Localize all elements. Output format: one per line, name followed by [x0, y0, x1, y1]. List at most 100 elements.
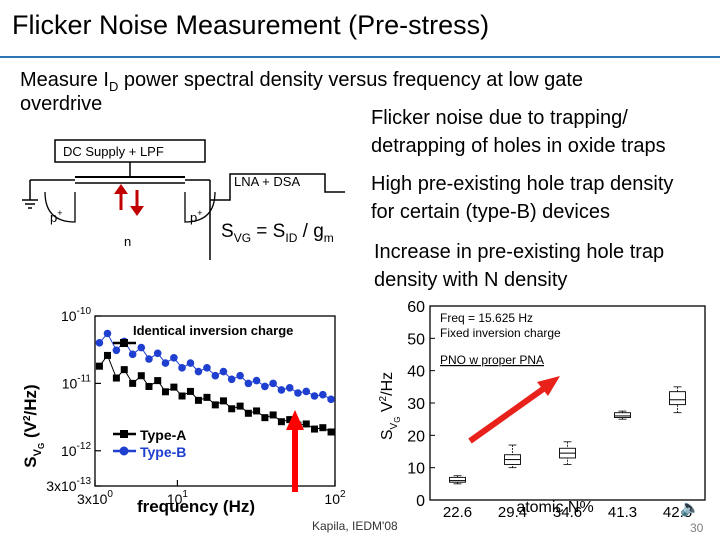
point-type-b [145, 355, 153, 363]
point-type-b [319, 390, 327, 399]
point-type-a [203, 393, 211, 401]
point-type-a [236, 402, 244, 410]
dc-supply-label: DC Supply + LPF [63, 144, 164, 159]
n-density-boxplot: 0 10 20 30 40 50 60 22.6 29.4 34.6 41.3 42.5 Freq =… [378, 299, 706, 521]
x-tick-label-1: 101 [167, 489, 189, 507]
text-hightrap-2: for certain (type-B) devices [371, 201, 610, 223]
chart-b-xlabel: atomic N% [516, 499, 593, 516]
point-type-a [95, 362, 103, 370]
point-type-b [153, 349, 162, 358]
chart-b-ylabel: SVG V2/Hz [378, 372, 402, 440]
legend-type-a-marker [120, 339, 128, 347]
y-tick-label-0: 10-10 [61, 306, 91, 324]
point-type-a [145, 382, 153, 390]
point-type-b [244, 379, 253, 388]
point-type-a [186, 387, 194, 395]
point-type-a [137, 372, 145, 380]
point-type-b [294, 389, 302, 397]
point-type-a [269, 411, 277, 419]
point-type-b [161, 359, 170, 367]
y-tick-label-2: 10-12 [61, 441, 91, 459]
point-type-a [103, 351, 111, 359]
text-increase-2: density with N density [374, 269, 568, 291]
point-type-b [285, 383, 294, 392]
point-type-a [253, 407, 261, 415]
point-type-b [277, 386, 286, 394]
point-type-a [286, 416, 294, 424]
citation: Kapila, IEDM'08 [312, 519, 398, 533]
point-type-b [310, 392, 319, 400]
chart-a-annotation: Identical inversion charge [133, 323, 293, 338]
trend-arrow-head [537, 376, 560, 396]
legend-type-a-marker-2 [120, 430, 128, 438]
p-left-well [44, 191, 76, 223]
point-type-b [128, 350, 137, 359]
point-type-a [211, 401, 219, 409]
point-type-a [261, 414, 269, 422]
chart-a-frame [94, 315, 336, 487]
point-type-b [269, 379, 277, 388]
point-type-b [178, 364, 186, 372]
box-body [669, 391, 686, 406]
bullet-measure-cont: overdrive [20, 93, 103, 115]
point-type-a [112, 374, 120, 382]
text-flicker-2: detrapping of holes in oxide traps [371, 135, 666, 157]
title-divider [0, 56, 720, 58]
point-type-a [154, 377, 162, 385]
point-type-b [203, 364, 211, 372]
legend-type-b-marker [119, 446, 129, 456]
point-type-b [211, 371, 220, 380]
b-y-tick-label-6: 60 [407, 299, 425, 316]
arrow-down-head [130, 206, 144, 216]
point-type-a [228, 405, 236, 413]
b-y-tick-label-1: 10 [407, 461, 425, 478]
b-x-tick-label-0: 22.6 [443, 504, 472, 521]
p-right-well [184, 191, 216, 223]
text-flicker-1: Flicker noise due to trapping/ [371, 107, 628, 129]
text-increase-1: Increase in pre-existing hole trap [374, 241, 665, 263]
chart-a-ylabel: SVG (V2/Hz) [21, 384, 46, 467]
point-type-b [219, 367, 228, 376]
chart-b-annotation-freq: Freq = 15.625 Hz [440, 311, 533, 325]
noise-spectrum-chart: 3x100 101 102 10-10 10-11 10-12 3x10-13 Identi… [21, 306, 346, 516]
point-type-b [137, 343, 146, 352]
b-x-tick-label-3: 41.3 [608, 504, 637, 521]
point-type-b [186, 359, 195, 367]
chart-b-annotation-charge: Fixed inversion charge [440, 326, 561, 340]
measurement-schematic: DC Supply + LPF LNA + DSA p+ p+ n SVG = … [22, 139, 345, 260]
speaker-icon[interactable]: 🔈 [680, 500, 700, 517]
chart-a-xlabel: frequency (Hz) [137, 497, 255, 516]
increase-arrow-head [286, 410, 304, 430]
b-x-tick-label-1: 29.4 [498, 504, 527, 521]
point-type-a [277, 418, 285, 426]
point-type-b [302, 387, 311, 396]
legend-type-b-label: Type-B [140, 444, 186, 460]
b-y-tick-label-2: 20 [407, 428, 425, 445]
b-x-tick-label-4: 42.5 [663, 504, 692, 521]
point-type-b [112, 346, 121, 355]
point-type-a [327, 428, 335, 436]
legend-type-a-label: Type-A [140, 427, 186, 443]
b-y-tick-label-0: 0 [416, 493, 425, 510]
point-type-a [310, 425, 318, 433]
slide-title: Flicker Noise Measurement (Pre-stress) [12, 10, 490, 40]
point-type-a [161, 388, 169, 396]
point-type-a [120, 366, 128, 374]
p-left-label: p+ [50, 208, 63, 225]
lna-label: LNA + DSA [234, 174, 300, 189]
point-type-b [103, 329, 112, 338]
point-type-b [236, 371, 244, 380]
x-tick-label-2: 102 [324, 489, 346, 507]
point-type-b [95, 339, 104, 347]
lna-wire [210, 173, 345, 201]
arrow-up-head [114, 184, 128, 194]
b-y-tick-label-3: 30 [407, 396, 425, 413]
box-body [449, 476, 466, 483]
point-type-a [170, 383, 178, 391]
y-tick-label-3: 3x10-13 [46, 476, 91, 494]
y-tick-label-1: 10-11 [62, 373, 92, 391]
point-type-a [219, 397, 227, 405]
point-type-b [261, 382, 269, 391]
chart-b-annotation-pno: PNO w proper PNA [440, 353, 544, 367]
text-hightrap-1: High pre-existing hole trap density [371, 173, 674, 195]
